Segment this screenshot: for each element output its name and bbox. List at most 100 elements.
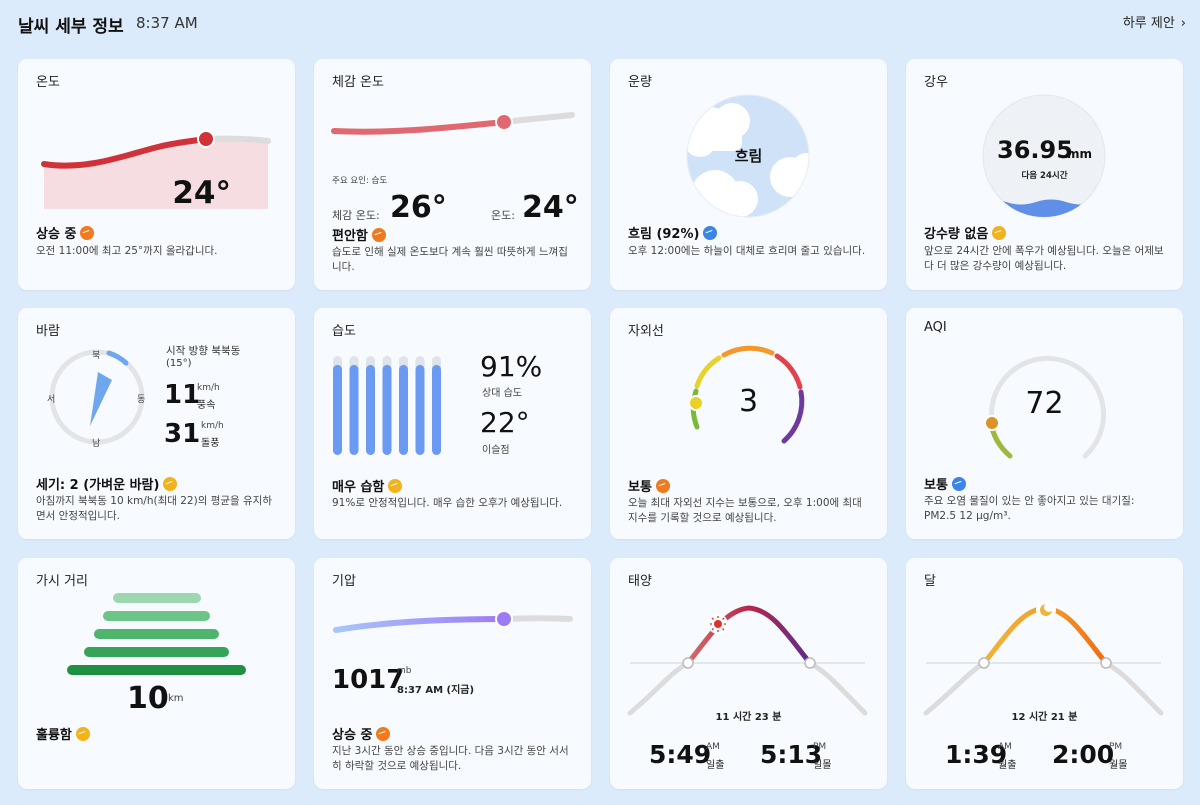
- sunset-time: 5:13: [760, 740, 823, 769]
- wind-desc: 아침까지 북북동 10 km/h(최대 22)의 평균을 유지하면서 안정적입니…: [36, 495, 273, 522]
- wind-compass: [49, 349, 145, 445]
- aqi-status: 보통: [924, 474, 966, 493]
- aqi-card[interactable]: AQI 72 보통 주요 오염 물질이 있는 안 좋아지고 있는 대기질: PM…: [906, 308, 1183, 539]
- trend-flat-icon: [163, 477, 178, 491]
- visibility-card[interactable]: 가시 거리 10 km 훌륭함: [18, 558, 295, 789]
- wind-card[interactable]: 바람 북 동 남 서 시작 방향 북북동 (15°) 11 km/h 풍속 31…: [18, 308, 295, 539]
- rain-sub: 다음 24시간: [1021, 171, 1068, 181]
- humidity-bars: [333, 356, 441, 455]
- visibility-status: 훌륭함: [36, 724, 90, 743]
- status-label: 흐림 (92%): [628, 227, 700, 242]
- sunset-ampm: PM: [813, 742, 827, 752]
- trend-up-icon: [80, 226, 95, 240]
- temperature-status: 상승 중: [36, 223, 95, 242]
- feels-status: 편안함: [332, 225, 386, 244]
- wind-gust-label: 돌풍: [201, 438, 220, 449]
- feels-like-card[interactable]: 체감 온도 주요 요인: 습도 체감 온도: 26° 온도: 24° 편안함 습…: [314, 59, 591, 290]
- moonrise-label: 월출: [998, 760, 1017, 771]
- cloud-status: 흐림 (92%): [628, 223, 718, 242]
- feels-factor: 주요 요인: 습도: [332, 176, 388, 186]
- status-label: 매우 습함: [332, 480, 385, 495]
- wind-direction-degree: (15°): [166, 358, 192, 369]
- moonset-label: 월몰: [1109, 760, 1128, 771]
- rain-gauge: [982, 94, 1106, 218]
- uv-gauge: [688, 345, 805, 444]
- status-label: 훌륭함: [36, 728, 72, 743]
- humidity-bar: [366, 364, 375, 455]
- humidity-bar: [399, 364, 408, 455]
- pressure-status: 상승 중: [332, 724, 391, 743]
- dew-point-value: 22°: [480, 406, 530, 439]
- cloud-center-label: 흐림: [734, 147, 763, 165]
- trend-up-icon: [376, 727, 391, 741]
- moonrise-time: 1:39: [945, 740, 1008, 769]
- moonset-time: 2:00: [1052, 740, 1115, 769]
- temp-value: 24°: [522, 190, 579, 225]
- moon-card[interactable]: 달 12 시간 21 분 1:39 AM 월출 2:00 PM 월몰: [906, 558, 1183, 789]
- cloud-illustration: [686, 94, 810, 218]
- current-time: 8:37 AM: [136, 14, 198, 32]
- card-title: 자외선: [628, 324, 664, 339]
- pressure-card[interactable]: 기압 1017 mb 8:37 AM (지금) 상승 중 지난 3시간 동안 상…: [314, 558, 591, 789]
- pressure-unit: mb: [397, 666, 412, 676]
- sun-card[interactable]: 태양 11 시간 23 분 5:49 AM 일출 5:13 PM 일몰: [610, 558, 887, 789]
- temperature-graph: [41, 130, 271, 209]
- humidity-card[interactable]: 습도 91% 상대 습도 22° 이슬점 매우 습함 91%로 안정적입니다. …: [314, 308, 591, 539]
- aqi-value: 72: [1025, 386, 1064, 421]
- card-title: 온도: [36, 75, 60, 90]
- pressure-value: 1017: [332, 665, 405, 695]
- pressure-desc: 지난 3시간 동안 상승 중입니다. 다음 3시간 동안 서서히 하락할 것으로…: [332, 745, 569, 772]
- uv-card[interactable]: 자외선 3 보통 오늘 최대 자외선 지수는 보통으로, 오후 1:00에 최대…: [610, 308, 887, 539]
- rain-desc: 앞으로 24시간 안에 폭우가 예상됩니다. 오늘은 어제보다 더 많은 강수량…: [924, 245, 1164, 272]
- humidity-bar: [333, 364, 342, 455]
- temperature-desc: 오전 11:00에 최고 25°까지 올라갑니다.: [36, 245, 218, 257]
- sunrise-label: 일출: [706, 760, 725, 771]
- feels-like-graph: [331, 112, 575, 135]
- sun-arc: [627, 605, 868, 716]
- feels-desc: 습도로 인해 실제 온도보다 계속 훨씬 따뜻하게 느껴집니다.: [332, 246, 568, 273]
- moonset-ampm: PM: [1109, 742, 1123, 752]
- trend-flat-icon: [388, 479, 403, 493]
- status-label: 세기: 2 (가벼운 바람): [36, 478, 160, 493]
- card-title: 태양: [628, 574, 652, 589]
- sunset-label: 일몰: [813, 760, 832, 771]
- card-title: 강우: [924, 75, 948, 90]
- trend-flat-icon: [75, 727, 90, 741]
- rain-status: 강수량 없음: [924, 223, 1007, 242]
- daily-suggestion-label: 하루 제안: [1122, 16, 1175, 31]
- precipitation-card[interactable]: 강우 36.95 mm 다음 24시간 강수량 없음 앞으로 24시간 안에 폭…: [906, 59, 1183, 290]
- feels-value: 26°: [390, 190, 447, 225]
- cloud-desc: 오후 12:00에는 하늘이 대체로 흐리며 줄고 있습니다.: [628, 245, 866, 257]
- sun-duration: 11 시간 23 분: [715, 712, 782, 723]
- daily-suggestion-link[interactable]: 하루 제안 ›: [1123, 12, 1186, 31]
- moon-duration: 12 시간 21 분: [1011, 712, 1078, 723]
- status-label: 상승 중: [36, 227, 77, 242]
- humidity-desc: 91%로 안정적입니다. 매우 습한 오후가 예상됩니다.: [332, 497, 563, 509]
- wind-direction: 시작 방향 북북동: [166, 345, 241, 357]
- sunrise-ampm: AM: [706, 742, 720, 752]
- aqi-desc: 주요 오염 물질이 있는 안 좋아지고 있는 대기질: PM2.5 12 μg/…: [924, 495, 1135, 522]
- status-label: 편안함: [332, 229, 368, 244]
- card-title: 달: [924, 574, 936, 589]
- card-title: 바람: [36, 324, 60, 339]
- uv-desc: 오늘 최대 자외선 지수는 보통으로, 오후 1:00에 최대 지수를 기록할 …: [628, 497, 862, 524]
- visibility-value: 10: [127, 681, 169, 716]
- status-label: 상승 중: [332, 728, 373, 743]
- cloud-cover-card[interactable]: 운량 흐림 흐림 (92%) 오후 12:00에는 하늘이 대체로 흐리며 줄고…: [610, 59, 887, 290]
- humidity-bar: [415, 364, 425, 455]
- wind-status: 세기: 2 (가벼운 바람): [36, 474, 178, 493]
- status-label: 보통: [628, 480, 652, 495]
- aqi-gauge: [984, 355, 1106, 459]
- trend-flat-icon: [992, 226, 1007, 240]
- rain-value: 36.95: [997, 136, 1073, 164]
- visibility-unit: km: [168, 693, 184, 704]
- uv-value: 3: [738, 384, 759, 419]
- wind-speed: 11: [164, 380, 201, 410]
- page-title: 날씨 세부 정보: [18, 17, 124, 37]
- pressure-graph: [333, 610, 573, 633]
- humidity-status: 매우 습함: [332, 476, 403, 495]
- card-title: 체감 온도: [332, 75, 384, 90]
- temperature-card[interactable]: 온도 24° 상승 중 오전 11:00에 최고 25°까지 올라갑니다.: [18, 59, 295, 290]
- trend-down-icon: [703, 226, 718, 240]
- wind-speed-label: 풍속: [197, 400, 216, 411]
